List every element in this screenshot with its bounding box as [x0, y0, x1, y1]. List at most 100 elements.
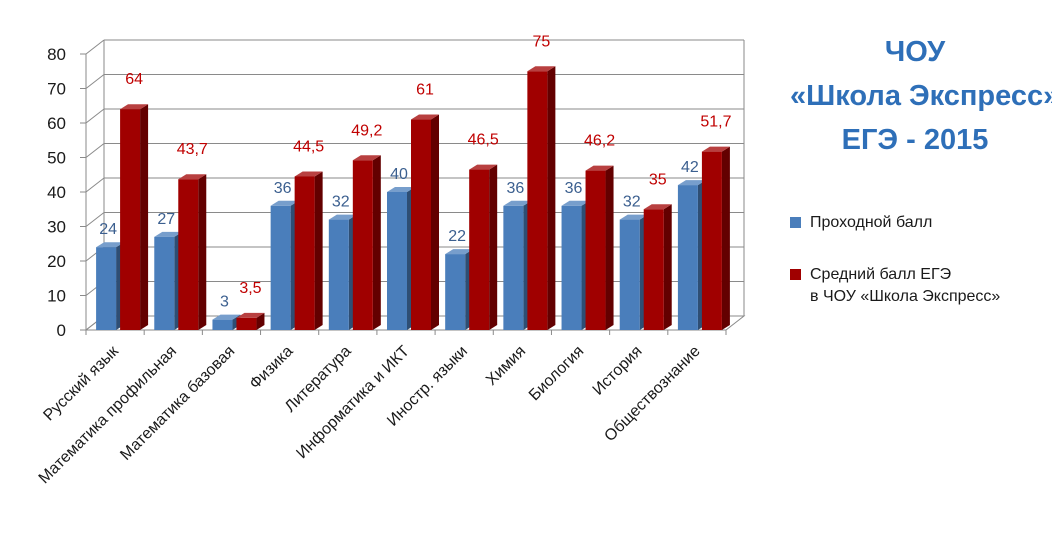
gridline-side-50	[85, 143, 105, 158]
bar-series2-2-side	[256, 312, 265, 330]
bar-series2-10-top	[701, 146, 730, 152]
bar-series2-8-side	[605, 165, 614, 330]
bar-series1-5-top	[387, 187, 415, 192]
bar-series1-3	[270, 205, 291, 330]
bar-series2-9-side	[663, 204, 672, 330]
bar-series2-9-top	[643, 204, 672, 210]
bar-series2-2	[236, 317, 257, 330]
gridline-side-60	[85, 108, 105, 124]
y-tick-label-50: 50	[47, 149, 66, 168]
bar-series2-8	[585, 170, 606, 330]
data-label-series1-6: 22	[448, 228, 466, 245]
bar-series2-3-top	[294, 171, 323, 177]
bar-series1-3-top	[270, 200, 299, 206]
bar-series1-8	[561, 205, 582, 330]
chart-title-line-2: «Школа Экспресс»	[790, 80, 1052, 112]
data-label-series1-0: 24	[99, 221, 117, 238]
x-tick-label-8: Биология	[526, 343, 587, 404]
bar-series2-5-side	[431, 114, 439, 330]
y-tick-label-80: 80	[47, 45, 66, 64]
bar-series2-7	[527, 71, 548, 330]
bar-series2-6	[469, 169, 490, 330]
bar-series1-10	[677, 185, 698, 330]
bar-series1-6	[445, 254, 466, 330]
chart-title-line-3: ЕГЭ - 2015	[841, 124, 989, 156]
bar-series2-10	[701, 151, 722, 330]
bar-series2-6-side	[489, 164, 498, 330]
bar-series1-10-top	[677, 180, 706, 186]
data-label-series2-7: 75	[532, 33, 550, 50]
bar-series2-0-top	[120, 104, 149, 110]
legend-swatch-series-1	[790, 217, 801, 228]
bar-series2-5	[411, 119, 431, 330]
data-label-series1-5: 40	[390, 166, 408, 183]
x-tick-label-2: Математика базовая	[117, 343, 238, 464]
bar-series1-7	[503, 205, 524, 330]
legend-item-series-1: Проходной балл	[790, 212, 1050, 234]
data-label-series1-3: 36	[274, 180, 292, 197]
gridline-side-70	[85, 74, 105, 89]
bar-series2-0	[120, 109, 141, 330]
y-tick-label-0: 0	[57, 321, 66, 340]
bar-series1-4-top	[328, 214, 357, 220]
x-tick-label-9: История	[590, 343, 646, 399]
bar-series1-9-top	[619, 214, 648, 220]
data-label-series2-6: 46,5	[468, 132, 499, 149]
data-label-series1-9: 32	[623, 194, 641, 211]
y-tick-label-30: 30	[47, 218, 66, 237]
bar-series2-1	[178, 179, 199, 330]
bar-series2-6-top	[469, 164, 498, 170]
bar-series2-4-top	[352, 155, 381, 161]
data-label-series2-5: 61	[416, 82, 434, 99]
bar-series2-7-top	[527, 66, 556, 72]
chart-title: ЧОУ «Школа Экспресс» ЕГЭ - 2015	[790, 30, 1052, 162]
x-tick-label-3: Физика	[247, 343, 297, 393]
chart-title-line-1: ЧОУ	[884, 36, 946, 68]
bar-series2-4	[352, 160, 373, 330]
bar-series2-10-side	[721, 146, 730, 330]
bar-series1-6-top	[445, 249, 474, 255]
bar-series2-1-top	[178, 174, 207, 180]
legend-swatch-series-2	[790, 269, 801, 280]
data-label-series1-10: 42	[681, 159, 699, 176]
legend-label-series-1: Проходной балл	[810, 214, 933, 231]
data-label-series1-2: 3	[220, 294, 229, 311]
gridline-side-40	[85, 177, 105, 193]
data-label-series2-8: 46,2	[584, 133, 615, 150]
data-label-series2-2: 3,5	[239, 280, 261, 297]
bar-series2-2-top	[236, 312, 265, 318]
data-label-series1-4: 32	[332, 194, 350, 211]
x-tick-label-10: Обществознание	[601, 343, 703, 445]
bar-series2-9	[643, 209, 664, 330]
gridline-side-30	[85, 212, 105, 227]
gridline-side-80	[85, 39, 105, 55]
bar-series1-0	[96, 247, 117, 330]
bar-series1-2-top	[212, 314, 241, 320]
bar-series2-3	[294, 176, 315, 330]
bar-series2-8-top	[585, 165, 614, 171]
legend-label-series-2: Средний балл ЕГЭ	[810, 266, 952, 283]
y-tick-label-20: 20	[47, 252, 66, 271]
data-label-series2-0: 64	[125, 71, 143, 88]
bar-series2-1-side	[198, 174, 207, 330]
bar-series1-2	[212, 319, 233, 330]
data-label-series1-8: 36	[565, 180, 583, 197]
data-label-series2-3: 44,5	[293, 138, 324, 155]
x-tick-label-5: Информатика и ИКТ	[293, 343, 413, 463]
bar-series2-0-side	[140, 104, 149, 330]
data-label-series2-9: 35	[649, 171, 667, 188]
legend-item-series-2: Средний балл ЕГЭ в ЧОУ «Школа Экспресс»	[790, 264, 1050, 308]
y-tick-label-70: 70	[47, 80, 66, 99]
legend: Проходной балл Средний балл ЕГЭ в ЧОУ «Ш…	[790, 212, 1050, 308]
data-label-series1-7: 36	[506, 180, 524, 197]
bar-series1-1	[154, 236, 175, 330]
legend-label-series-2-line-2: в ЧОУ «Школа Экспресс»	[810, 288, 1001, 305]
bar-series1-9	[619, 219, 640, 330]
bar-series1-7-top	[503, 200, 532, 206]
data-label-series2-10: 51,7	[700, 114, 731, 131]
data-label-series2-1: 43,7	[177, 141, 208, 158]
bar-series2-7-side	[547, 66, 556, 330]
bar-series1-1-top	[154, 231, 183, 237]
bar-series2-5-top	[411, 114, 439, 120]
